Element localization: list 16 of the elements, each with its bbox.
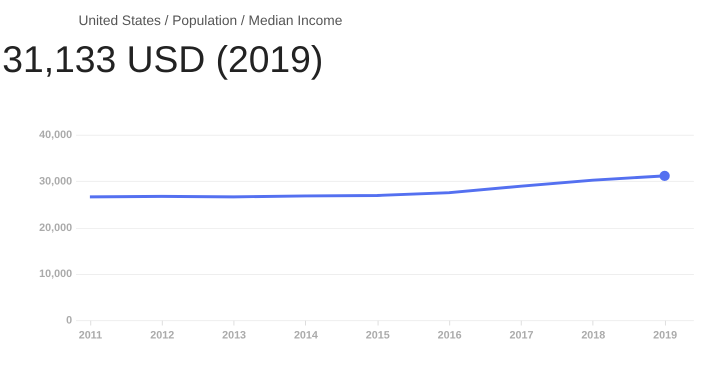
x-tick-label: 2012: [150, 329, 174, 342]
x-tick-label: 2013: [222, 329, 246, 342]
y-tick-label: 20,000: [39, 222, 72, 234]
x-tick-label: 2017: [509, 329, 534, 342]
x-tick-label: 2011: [78, 329, 102, 342]
y-tick-label: 30,000: [39, 176, 72, 188]
y-tick-label: 40,000: [39, 129, 72, 142]
chart-title: 31,133 USD (2019): [2, 38, 324, 80]
text: United States / Population / Median Income: [78, 12, 343, 28]
x-tick-label: 2015: [366, 329, 390, 342]
y-tick-label: 10,000: [39, 268, 72, 280]
x-tick-label: 2014: [294, 329, 318, 342]
x-tick-label: 2019: [653, 329, 678, 342]
x-tick-label: 2016: [438, 329, 462, 342]
y-tick-label: 0: [66, 314, 72, 327]
x-tick-label: 2018: [581, 329, 606, 342]
